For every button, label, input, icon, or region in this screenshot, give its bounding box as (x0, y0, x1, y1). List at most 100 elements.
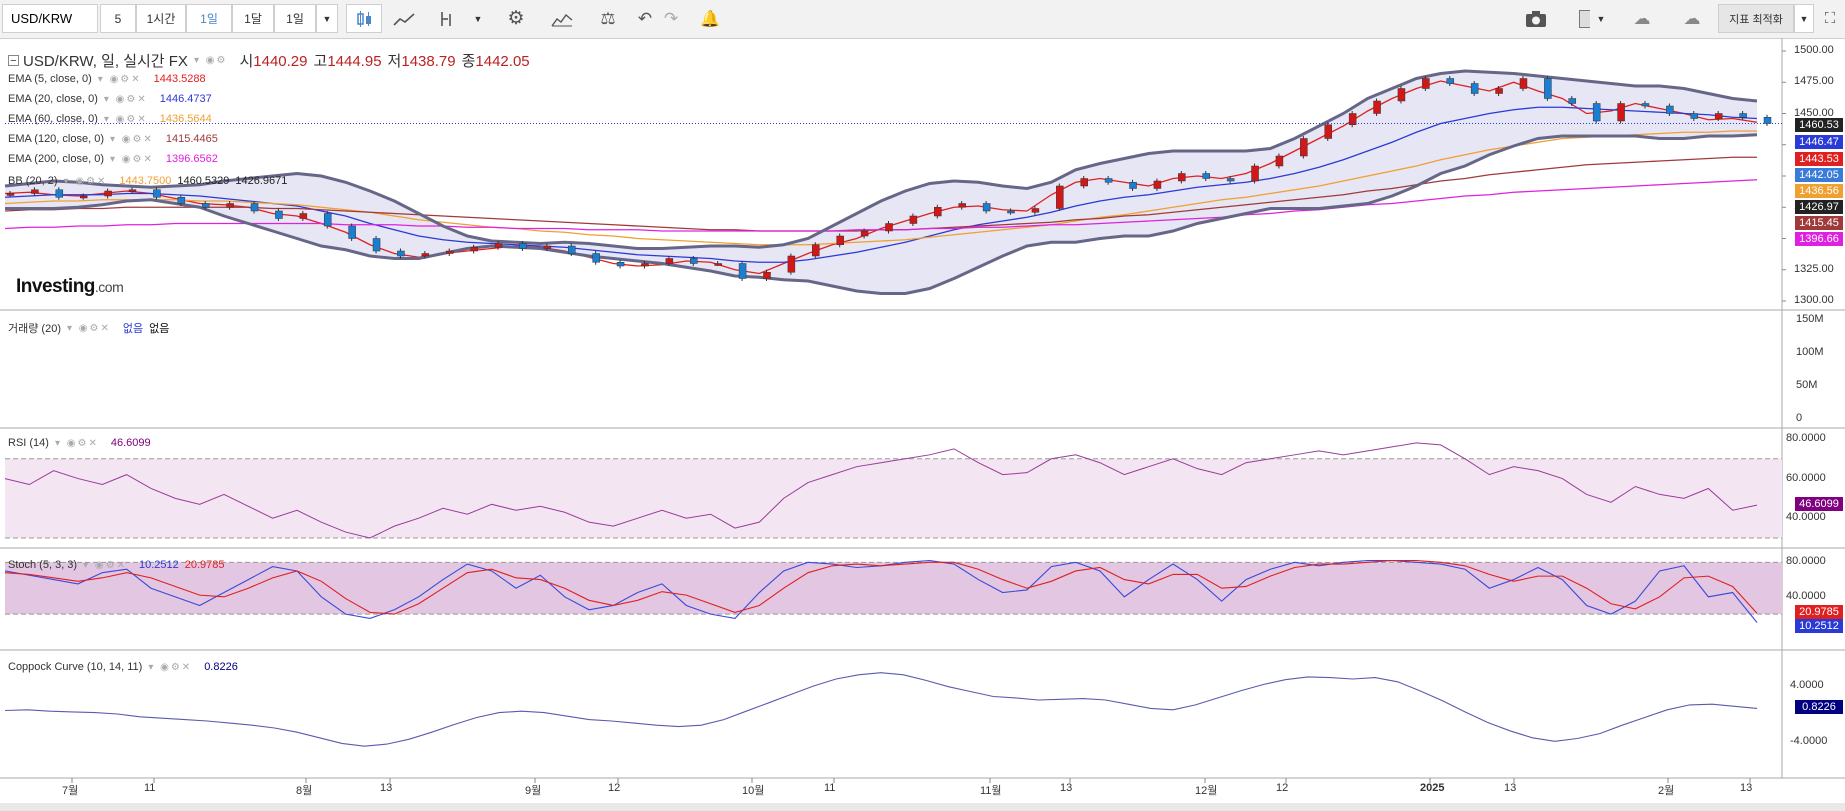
candle (1690, 113, 1699, 119)
candle (104, 190, 112, 197)
indicator-settings-icon[interactable]: ▾ ◉⚙✕ (97, 73, 142, 85)
volume-axis-label: 100M (1796, 346, 1824, 358)
interval-1d-button[interactable]: 1일 (186, 4, 232, 33)
candle (1763, 117, 1772, 124)
candle (1300, 138, 1308, 157)
optimize-indicators-button[interactable]: 지표 최적화 (1718, 4, 1794, 33)
dropdown-icon: ▼ (473, 13, 483, 24)
gear-icon: ⚙ (507, 8, 525, 29)
close-value: 종1442.05 (461, 53, 530, 70)
stoch-k-value: 10.2512 (138, 559, 179, 571)
drawing-tool-button[interactable] (428, 4, 464, 33)
candle (1373, 100, 1381, 114)
stoch-d-line (4, 560, 1758, 615)
candle (1080, 178, 1088, 187)
candle (153, 189, 161, 198)
indicator-legend-4: EMA (200, close, 0) ▾ ◉⚙✕ 1396.6562 (8, 153, 218, 165)
candle (787, 255, 796, 273)
time-scrollbar[interactable] (0, 803, 1845, 811)
rsi-settings-icon[interactable]: ▾ ◉⚙✕ (54, 437, 99, 449)
candle (1348, 113, 1357, 125)
price-axis-label: 1450.00 (1794, 106, 1834, 119)
low-value: 저1438.79 (387, 53, 456, 70)
candle (1153, 180, 1162, 189)
rsi-axis-label: 80.0000 (1786, 431, 1826, 444)
compare-button[interactable]: ⚖ (590, 4, 626, 33)
stoch-settings-icon[interactable]: ▾ ◉⚙✕ (83, 559, 127, 571)
rsi-axis-label: 60.0000 (1786, 471, 1826, 484)
interval-custom-button[interactable]: 1일 (274, 4, 316, 33)
indicator-label: EMA (120, close, 0) (8, 133, 104, 145)
candle (79, 195, 88, 199)
candle (714, 263, 722, 266)
interval-1h-button[interactable]: 1시간 (136, 4, 186, 33)
load-chart-button[interactable]: ☁ (1620, 4, 1664, 33)
redo-button[interactable]: ↷ (658, 4, 684, 33)
price-axis-label: 1500.00 (1794, 44, 1834, 56)
volume-settings-icon[interactable]: ▾ ◉⚙✕ (66, 322, 111, 334)
line-style-button[interactable] (386, 4, 422, 33)
rsi-value: 46.6099 (110, 437, 151, 449)
alert-button[interactable]: 🔔 (692, 4, 728, 33)
toolbar: 5 1시간 1일 1달 1일 ▼ ▼ ⚙ ⚖ ↶ ↷ 🔔 ▼ ☁ ☁ 지표 최적… (0, 0, 1845, 39)
symbol-input[interactable] (2, 4, 98, 33)
candle (128, 189, 137, 192)
undo-icon: ↶ (637, 8, 653, 28)
series-line-1 (4, 106, 1758, 263)
candle (348, 225, 356, 239)
color-dropdown-button[interactable]: ▼ (1590, 4, 1612, 33)
indicator-settings-icon[interactable]: ▾ ◉⚙✕ (110, 153, 154, 165)
candle (1056, 185, 1064, 209)
coppock-settings-icon[interactable]: ▾ ◉⚙✕ (148, 661, 193, 673)
candle (860, 230, 869, 237)
optimize-dropdown-button[interactable]: ▼ (1794, 4, 1814, 33)
interval-1m-button[interactable]: 1달 (232, 4, 274, 33)
candle (1251, 165, 1259, 182)
price-tag: 1396.66 (1795, 232, 1843, 246)
candle (568, 245, 576, 254)
bb-settings-icon[interactable]: ▾ ◉⚙✕ (63, 175, 108, 187)
candle (1714, 113, 1723, 119)
candle (543, 245, 552, 249)
screenshot-button[interactable] (1512, 4, 1560, 33)
drawing-dropdown-button[interactable]: ▼ (466, 4, 490, 33)
time-axis-label: 10월 (742, 785, 765, 797)
main-legend: − USD/KRW, 일, 실시간 FX ▾ ◉⚙ 시1440.29 고1444… (8, 50, 530, 71)
candle (592, 253, 600, 263)
indicator-settings-icon[interactable]: ▾ ◉⚙✕ (110, 133, 154, 145)
candle (738, 263, 747, 279)
candle (1422, 78, 1430, 89)
symbol-title: USD/KRW, 일, 실시간 FX (23, 53, 188, 70)
stoch-k-tag: 10.2512 (1795, 618, 1843, 633)
indicator-settings-icon[interactable]: ▾ ◉⚙✕ (103, 113, 148, 125)
interval-5-button[interactable]: 5 (100, 4, 136, 33)
candle (812, 244, 820, 257)
series-line-5 (4, 69, 1758, 250)
candle (446, 250, 454, 254)
interval-dropdown-button[interactable]: ▼ (316, 4, 338, 33)
stoch-legend: Stoch (5, 3, 3) ▾ ◉⚙✕ 10.2512 20.9785 (8, 559, 225, 571)
indicator-value: 1415.4465 (165, 133, 218, 145)
settings-button[interactable]: ⚙ (498, 4, 534, 33)
candle (372, 238, 381, 252)
line-chart-icon (393, 12, 415, 26)
chart-canvas[interactable] (0, 38, 1845, 811)
candle (1641, 103, 1650, 107)
price-axis-label: 1325.00 (1794, 262, 1834, 275)
stoch-band (5, 562, 1782, 615)
volume-axis-label: 150M (1796, 313, 1824, 325)
legend-settings-icon[interactable]: ▾ ◉⚙ (193, 55, 228, 66)
indicator-settings-icon[interactable]: ▾ ◉⚙✕ (103, 93, 148, 105)
candle (1129, 182, 1137, 189)
save-chart-button[interactable]: ☁ (1670, 4, 1714, 33)
rsi-line (4, 442, 1758, 539)
time-axis-label: 11월 (980, 785, 1002, 797)
time-axis-label: 7월 (62, 785, 79, 797)
collapse-icon[interactable]: − (8, 55, 19, 67)
undo-button[interactable]: ↶ (632, 4, 658, 33)
candle (885, 223, 893, 232)
fullscreen-button[interactable]: ⛶ (1816, 4, 1844, 33)
indicators-button[interactable] (544, 4, 580, 33)
candle-style-button[interactable] (346, 4, 382, 33)
bb-upper: 1460.5329 (177, 175, 230, 187)
